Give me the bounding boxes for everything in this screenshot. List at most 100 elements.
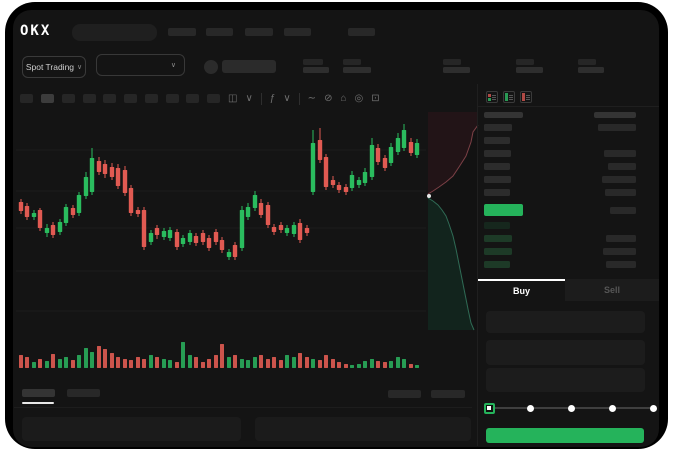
total-input[interactable] — [486, 368, 645, 392]
chevron-down-icon: ∨ — [170, 61, 176, 69]
side-cell — [505, 93, 508, 101]
price-input[interactable] — [486, 311, 645, 333]
orderbook-asks[interactable] — [484, 124, 636, 196]
orderbook-combined-icon[interactable] — [486, 91, 498, 103]
stat-value-bar — [443, 67, 470, 73]
last-price-placeholder — [222, 60, 276, 73]
bottom-tab-2[interactable] — [67, 389, 100, 397]
line — [526, 98, 530, 100]
stat-value-bar — [516, 67, 543, 73]
alert-icon[interactable]: ◎ — [354, 92, 364, 104]
panel-divider — [477, 84, 478, 446]
orderbook-last-price-row[interactable] — [484, 204, 636, 216]
chevron-down-icon[interactable]: ∨ — [283, 92, 291, 104]
nav-item-1[interactable] — [168, 28, 196, 36]
line — [509, 96, 513, 98]
bid-price-bar — [484, 222, 510, 229]
market-stat-4 — [516, 59, 546, 73]
nav-item-5[interactable] — [348, 28, 375, 36]
compare-icon[interactable]: ⊘ — [324, 92, 333, 104]
amount-input[interactable] — [486, 340, 645, 365]
market-type-dropdown[interactable]: Spot Trading ∨ — [22, 56, 86, 78]
ask-price-bar — [484, 189, 510, 196]
snapshot-icon[interactable]: ⌂ — [340, 92, 347, 104]
stat-label-bar — [343, 59, 361, 65]
bottom-panel-2 — [255, 417, 471, 441]
timeframe-button-7[interactable] — [145, 94, 158, 103]
bid-row-3[interactable] — [484, 248, 636, 255]
orderbook-bids-icon[interactable] — [503, 91, 515, 103]
line — [526, 96, 530, 98]
ask-row-4[interactable] — [484, 163, 636, 170]
line — [509, 94, 513, 96]
bottom-action-2[interactable] — [431, 390, 465, 398]
tab-sell[interactable]: Sell — [565, 279, 659, 301]
stat-label-bar — [303, 59, 323, 65]
timeframe-button-4[interactable] — [83, 94, 96, 103]
timeframe-button-6[interactable] — [124, 94, 137, 103]
bottom-tab-active-underline — [22, 402, 54, 404]
orderbook-divider — [478, 106, 659, 107]
nav-item-4[interactable] — [284, 28, 311, 36]
timeframe-button-3[interactable] — [62, 94, 75, 103]
ask-price-bar — [484, 137, 510, 144]
bid-price-bar — [484, 261, 510, 268]
pair-selector-dropdown[interactable]: ∨ — [96, 54, 185, 76]
line — [509, 98, 513, 100]
coin-icon — [204, 60, 218, 74]
ask-row-2[interactable] — [484, 137, 636, 144]
tab-buy[interactable]: Buy — [478, 279, 565, 301]
nav-item-2[interactable] — [206, 28, 233, 36]
timeframe-button-5[interactable] — [103, 94, 116, 103]
bid-row-4[interactable] — [484, 261, 636, 268]
toggle-glyph — [488, 93, 491, 101]
timeframe-button-8[interactable] — [166, 94, 179, 103]
timeframe-button-10[interactable] — [207, 94, 220, 103]
ask-row-5[interactable] — [484, 176, 636, 183]
nav-item-3[interactable] — [245, 28, 273, 36]
bid-row-2[interactable] — [484, 235, 636, 242]
slider-stop-4[interactable] — [608, 404, 616, 412]
bid-price-bar — [484, 248, 512, 255]
slider-handle[interactable] — [483, 402, 495, 414]
ask-amount-bar — [598, 124, 636, 131]
ask-row-1[interactable] — [484, 124, 636, 131]
slider-stop-5[interactable] — [649, 404, 657, 412]
line-tool-icon[interactable]: ∼ — [307, 92, 317, 104]
orderbook-bids[interactable] — [484, 222, 636, 268]
stat-value-bar — [578, 67, 604, 73]
stat-label-bar — [516, 59, 534, 65]
ask-amount-bar — [608, 163, 636, 170]
bid-row-1[interactable] — [484, 222, 636, 229]
market-stat-1 — [303, 59, 333, 73]
ask-amount-bar — [605, 189, 636, 196]
timeframe-button-9[interactable] — [186, 94, 199, 103]
bottom-panel-1 — [22, 417, 241, 441]
indicators-icon[interactable]: ƒ — [269, 92, 276, 104]
bottom-action-1[interactable] — [388, 390, 421, 398]
chevron-down-icon[interactable]: ∨ — [245, 92, 253, 104]
stat-value-bar — [303, 67, 329, 73]
ask-row-6[interactable] — [484, 189, 636, 196]
candle-style-icon[interactable]: ◫ — [228, 92, 238, 104]
bottom-tab-1[interactable] — [22, 389, 55, 397]
buy-submit-button[interactable] — [486, 428, 644, 443]
toggle-lines — [492, 94, 496, 100]
timeframe-button-2[interactable] — [41, 94, 54, 103]
stat-label-bar — [578, 59, 596, 65]
orderbook-header — [484, 112, 636, 118]
ask-row-3[interactable] — [484, 150, 636, 157]
slider-stop-2[interactable] — [526, 404, 534, 412]
last-amount-bar — [610, 206, 636, 214]
bid-amount-bar — [606, 235, 636, 242]
orderbook-asks-icon[interactable] — [520, 91, 532, 103]
ask-amount-bar — [602, 176, 636, 183]
fullscreen-icon[interactable]: ⊡ — [371, 92, 380, 104]
timeframe-button-1[interactable] — [20, 94, 33, 103]
market-stat-3 — [443, 59, 473, 73]
search-bar[interactable] — [72, 24, 157, 41]
chart-tools: ◫ ∨ ƒ ∨ ∼ ⊘ ⌂ ◎ ⊡ — [228, 90, 380, 107]
line — [492, 96, 496, 98]
slider-stop-3[interactable] — [567, 404, 575, 412]
